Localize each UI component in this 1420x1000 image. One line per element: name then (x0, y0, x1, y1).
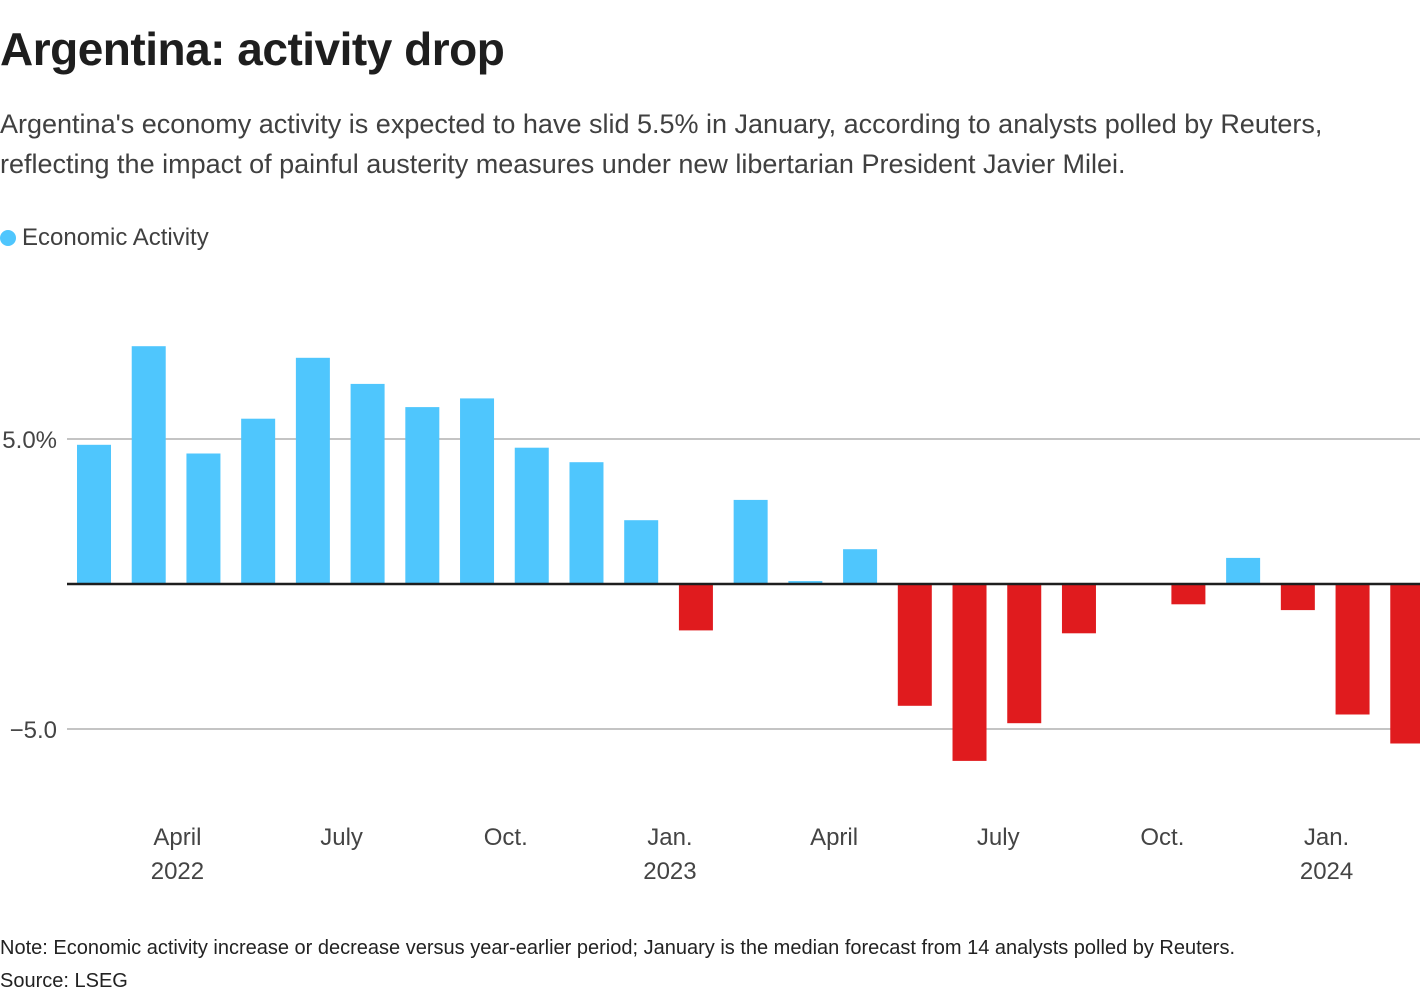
legend-swatch (0, 230, 16, 246)
bar-apr-2023 (843, 549, 878, 584)
bar-jun-2023 (952, 584, 987, 761)
source-text: Source: LSEG (0, 970, 128, 992)
bars (77, 346, 1420, 761)
bar-aug-2023 (1061, 584, 1096, 634)
legend-label: Economic Activity (22, 224, 209, 251)
x-axis-ticks: April 2022 July Oct. Jan. 2023 April July Oct. Ja… (151, 824, 1354, 885)
bar-mar-2022 (131, 346, 166, 584)
bar-dec-2023 (1280, 584, 1315, 611)
gridlines (67, 438, 1420, 730)
y-axis-ticks: 5.0% −5.0 (2, 427, 57, 744)
bar-oct-2022 (514, 447, 549, 584)
bar-jan-2023 (678, 584, 713, 631)
x-tick-label: July (977, 824, 1020, 851)
bar-jan-2024-forecast (1390, 584, 1420, 744)
chart-title: Argentina: activity drop (0, 23, 505, 75)
bar-mar-2023 (788, 581, 823, 584)
bar-oct-2023 (1171, 584, 1206, 605)
y-tick-label: 5.0% (2, 427, 57, 454)
x-tick-label: Oct. (1140, 824, 1184, 851)
x-tick-year-label: 2024 (1300, 858, 1353, 885)
x-tick-label: Oct. (484, 824, 528, 851)
bar-dec-2022 (624, 520, 659, 584)
bar-aug-2022 (405, 407, 440, 584)
bar-jan-2024 (1335, 584, 1370, 715)
bar-jul-2023 (1007, 584, 1042, 724)
bar-sep-2022 (460, 398, 495, 584)
bar-jun-2022 (295, 357, 330, 584)
x-tick-label: April (153, 824, 201, 851)
bar-feb-2023 (733, 499, 768, 584)
bar-may-2023 (897, 584, 932, 706)
bar-nov-2022 (569, 462, 604, 584)
x-tick-label: Jan. (647, 824, 692, 851)
footnote: Note: Economic activity increase or decr… (0, 932, 1235, 998)
bar-jul-2022 (350, 383, 385, 584)
chart-subtitle: Argentina's economy activity is expected… (0, 109, 1323, 179)
x-tick-year-label: 2022 (151, 858, 204, 885)
bar-feb-2022 (77, 444, 111, 584)
x-tick-label: Jan. (1304, 824, 1349, 851)
bar-may-2022 (241, 418, 276, 584)
x-tick-label: July (320, 824, 363, 851)
x-tick-label: April (810, 824, 858, 851)
bar-nov-2023 (1226, 557, 1261, 584)
bar-apr-2022 (186, 453, 221, 584)
legend: Economic Activity (0, 224, 209, 252)
y-tick-label: −5.0 (10, 717, 57, 744)
x-tick-year-label: 2023 (643, 858, 696, 885)
note-text: Note: Economic activity increase or decr… (0, 937, 1236, 959)
